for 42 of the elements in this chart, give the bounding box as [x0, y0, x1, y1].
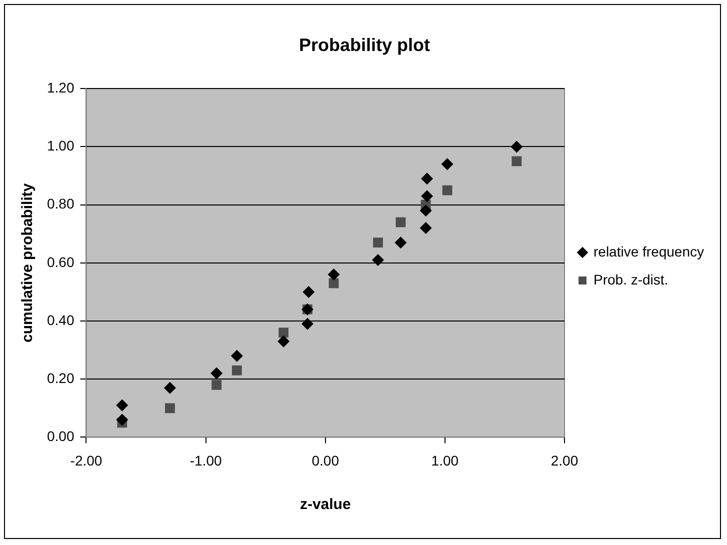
x-tick-label: 1.00 — [431, 452, 459, 468]
y-tick-label: 0.60 — [47, 254, 74, 270]
point — [164, 382, 176, 394]
x-tick-label: -2.00 — [70, 452, 102, 468]
point — [212, 380, 222, 390]
point — [373, 238, 383, 248]
x-tick-label: 0.00 — [312, 452, 340, 468]
x-tick-label: -1.00 — [190, 452, 222, 468]
point — [230, 350, 243, 362]
point — [210, 367, 223, 380]
point — [421, 172, 433, 185]
x-tick-label: 2.00 — [550, 452, 578, 468]
point — [278, 328, 288, 338]
legend-label: Prob. z-dist. — [593, 271, 668, 288]
y-axis-title: cumulative probability — [19, 182, 36, 342]
point — [116, 399, 128, 412]
y-tick-label: 0.80 — [47, 196, 74, 212]
y-tick-label: 1.00 — [47, 138, 74, 154]
point — [232, 365, 242, 376]
point — [372, 254, 384, 266]
x-axis-title: z-value — [300, 496, 351, 514]
point — [301, 318, 314, 330]
point — [441, 158, 454, 170]
legend-label: relative frequency — [593, 243, 704, 260]
point — [278, 335, 290, 348]
point — [421, 190, 433, 202]
point — [512, 156, 522, 166]
point — [420, 222, 432, 234]
point — [328, 268, 340, 281]
point — [164, 403, 175, 414]
point — [116, 414, 128, 426]
point — [442, 185, 452, 196]
point — [302, 286, 315, 298]
y-tick-label: 1.20 — [47, 79, 74, 96]
chart-title: Probability plot — [298, 34, 430, 55]
point — [394, 236, 407, 249]
y-tick-label: 0.00 — [47, 428, 74, 444]
y-tick-label: 0.20 — [47, 370, 74, 386]
point — [396, 217, 406, 228]
y-tick-label: 0.40 — [47, 312, 74, 328]
point — [420, 204, 432, 217]
point — [510, 140, 523, 153]
